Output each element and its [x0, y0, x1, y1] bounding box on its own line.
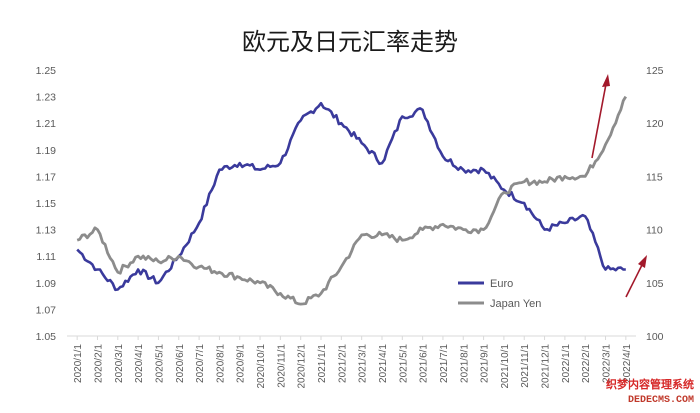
x-tick-label: 2022/3/1	[602, 344, 613, 383]
x-tick-label: 2021/4/1	[378, 344, 389, 383]
x-tick-label: 2020/2/1	[93, 344, 104, 383]
watermark-line2: DEDECMS.COM	[628, 395, 694, 406]
x-tick-label: 2021/8/1	[459, 344, 470, 383]
arrowhead-icon	[602, 74, 610, 87]
x-tick-label: 2021/9/1	[480, 344, 491, 383]
x-tick-label: 2021/6/1	[419, 344, 430, 383]
x-tick-label: 2021/12/1	[541, 344, 552, 389]
x-tick-label: 2021/2/1	[337, 344, 348, 383]
x-tick-label: 2020/3/1	[114, 344, 125, 383]
right-y-tick-label: 125	[646, 65, 664, 77]
left-y-axis: 1.25 1.23 1.21 1.19 1.17 1.15 1.13 1.11 1.09 1.07…	[36, 65, 57, 343]
trend-arrow-up-euro	[625, 262, 644, 298]
left-y-tick-label: 1.23	[36, 92, 57, 104]
x-tick-label: 2020/12/1	[297, 344, 308, 389]
watermark: 织梦内容管理系统 DEDECMS.COM	[606, 377, 694, 406]
x-tick-label: 2021/7/1	[439, 344, 450, 383]
trend-arrows	[591, 74, 647, 298]
x-tick-label: 2020/9/1	[236, 344, 247, 383]
x-tick-label: 2022/1/1	[561, 344, 572, 383]
right-y-tick-label: 120	[646, 118, 664, 130]
x-tick-label: 2021/1/1	[317, 344, 328, 383]
x-tick-label: 2020/7/1	[195, 344, 206, 383]
watermark-line1: 织梦内容管理系统	[606, 377, 694, 391]
x-tick-label: 2021/5/1	[398, 344, 409, 383]
x-tick-label: 2022/4/1	[622, 344, 633, 383]
legend: Euro Japan Yen	[458, 278, 541, 310]
left-y-tick-label: 1.05	[36, 331, 57, 343]
right-y-tick-label: 105	[646, 278, 664, 290]
x-tick-label: 2020/8/1	[215, 344, 226, 383]
x-axis: 2020/1/1 2020/2/1 2020/3/1 2020/4/1 2020/5/1…	[73, 336, 633, 389]
x-tick-label: 2021/11/1	[520, 344, 531, 388]
x-tick-label: 2020/6/1	[175, 344, 186, 383]
left-y-tick-label: 1.07	[36, 304, 57, 316]
legend-yen-label: Japan Yen	[490, 298, 541, 310]
left-y-tick-label: 1.25	[36, 65, 57, 77]
arrowhead-icon	[638, 255, 647, 268]
right-y-tick-label: 115	[646, 171, 663, 183]
x-tick-label: 2022/2/1	[581, 344, 592, 383]
x-tick-label: 2021/3/1	[358, 344, 369, 383]
right-y-axis: 125 120 115 110 105 100	[646, 65, 664, 343]
series-line-japan-yen	[76, 95, 627, 306]
left-y-tick-label: 1.13	[36, 225, 57, 237]
left-y-tick-label: 1.17	[36, 171, 57, 183]
x-tick-label: 2020/10/1	[256, 344, 267, 389]
x-tick-label: 2020/11/1	[276, 344, 287, 388]
series-layer	[76, 95, 627, 306]
right-y-tick-label: 100	[646, 331, 664, 343]
trend-arrow-up-yen	[591, 83, 607, 159]
series-line-euro	[76, 101, 626, 292]
left-y-tick-label: 1.11	[36, 251, 56, 263]
chart-title: 欧元及日元汇率走势	[242, 28, 458, 56]
x-tick-label: 2020/1/1	[73, 344, 84, 383]
left-y-tick-label: 1.15	[36, 198, 57, 210]
x-tick-label: 2020/5/1	[154, 344, 165, 383]
right-y-tick-label: 110	[646, 225, 663, 237]
left-y-tick-label: 1.19	[36, 145, 57, 157]
left-y-tick-label: 1.09	[36, 278, 57, 290]
x-tick-label: 2020/4/1	[134, 344, 145, 383]
x-tick-label: 2021/10/1	[500, 344, 511, 389]
legend-euro-label: Euro	[490, 278, 513, 290]
left-y-tick-label: 1.21	[36, 118, 57, 130]
